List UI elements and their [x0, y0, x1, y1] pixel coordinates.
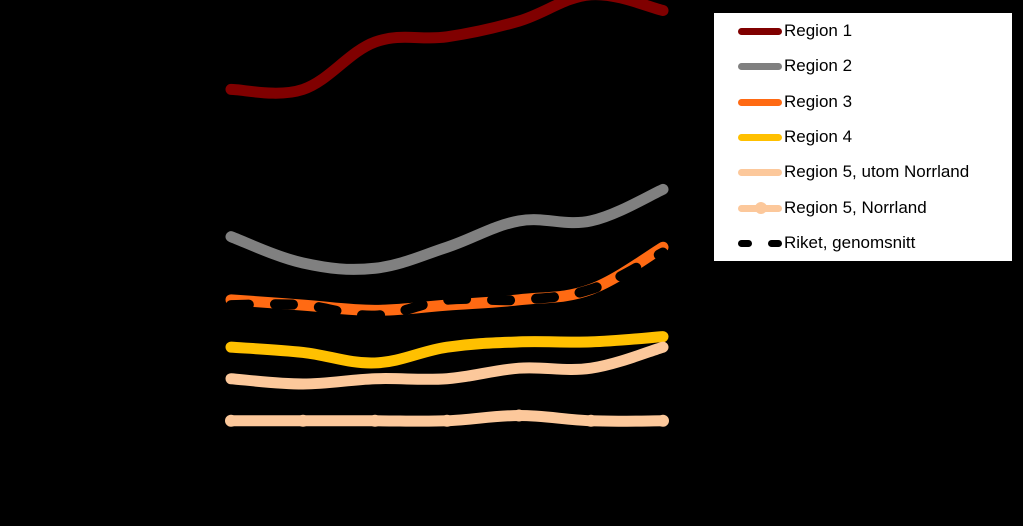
series-6-point — [441, 414, 453, 427]
legend-label: Region 3 — [784, 91, 853, 111]
series-line-2 — [225, 183, 669, 275]
series-line-4 — [225, 331, 669, 369]
series-line-5 — [225, 341, 669, 390]
series-6-point — [225, 414, 237, 427]
legend-label: Region 5, Norrland — [784, 197, 927, 217]
legend-item: Region 4 — [714, 119, 1012, 154]
legend: Region 1 Region 2 Region 3 Region 4 Region 5… — [714, 13, 1012, 261]
legend-label: Region 5, utom Norrland — [784, 162, 970, 182]
legend-item: Region 5, Norrland — [714, 190, 1012, 225]
legend-item: Riket, genomsnitt — [714, 225, 1012, 260]
series-line-1 — [225, 0, 669, 99]
legend-swatch — [738, 239, 782, 247]
legend-swatch — [738, 169, 782, 177]
legend-item: Region 3 — [714, 84, 1012, 119]
series-6-point — [513, 409, 525, 422]
series-6-point — [297, 414, 309, 427]
legend-item: Region 1 — [714, 13, 1012, 48]
series-6-point — [657, 414, 669, 427]
legend-label: Riket, genomsnitt — [784, 232, 916, 252]
legend-swatch — [738, 63, 782, 71]
legend-label: Region 1 — [784, 21, 853, 40]
legend-item: Region 5, utom Norrland — [714, 154, 1012, 189]
series-line-7 — [226, 247, 668, 321]
legend-label: Region 4 — [784, 126, 853, 146]
series-6-point — [585, 414, 597, 427]
legend-swatch — [738, 98, 782, 106]
legend-marker — [755, 201, 767, 214]
legend-swatch — [738, 133, 782, 141]
series-6-point — [369, 414, 381, 427]
legend-swatch — [738, 28, 782, 35]
legend-item: Region 2 — [714, 48, 1012, 83]
legend-swatch — [738, 201, 782, 214]
legend-label: Region 2 — [784, 56, 853, 76]
